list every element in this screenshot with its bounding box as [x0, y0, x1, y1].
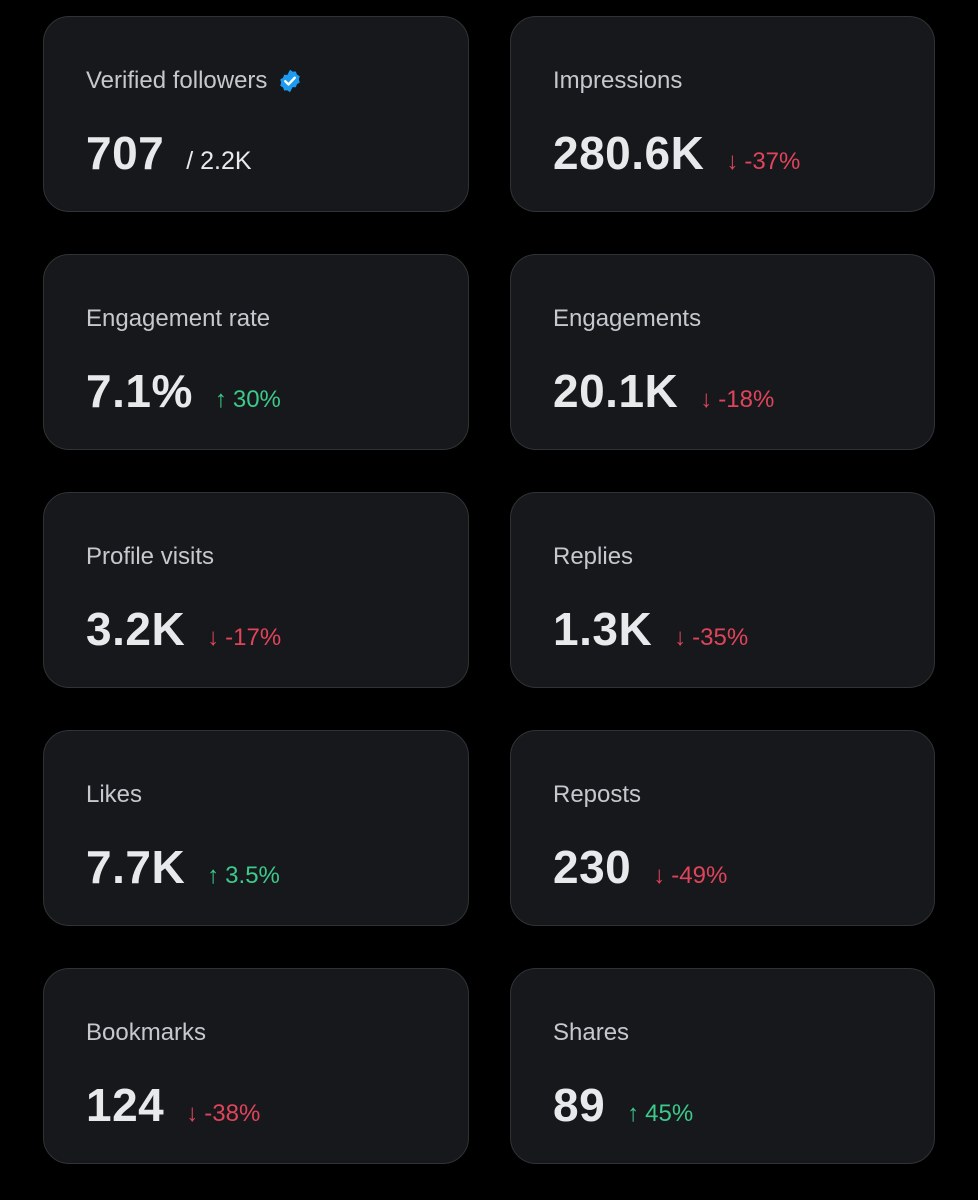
metric-title: Profile visits [86, 543, 215, 570]
metric-row: 89 ↑ 45% [553, 1079, 934, 1131]
metric-delta: ↑ 30% [215, 386, 281, 414]
arrow-up-icon: ↑ [627, 1100, 640, 1127]
metric-delta: ↑ 3.5% [207, 862, 280, 890]
metric-delta: ↓ -49% [653, 862, 727, 890]
metric-delta-text: 45% [645, 1100, 694, 1127]
metric-value: 230 [553, 841, 632, 893]
metrics-grid: Verified followers 707 / 2.2K Impression… [43, 16, 935, 1164]
metric-delta-text: -18% [718, 386, 775, 413]
arrow-down-icon: ↓ [700, 386, 713, 413]
metric-value: 3.2K [86, 603, 186, 655]
metric-card-likes[interactable]: Likes 7.7K ↑ 3.5% [43, 730, 469, 926]
metric-title: Verified followers [86, 67, 268, 94]
metric-row: 7.1% ↑ 30% [86, 365, 468, 417]
metric-card-impressions[interactable]: Impressions 280.6K ↓ -37% [510, 16, 935, 212]
metric-delta-text: 30% [232, 386, 281, 413]
metric-row: 3.2K ↓ -17% [86, 603, 468, 655]
metric-value: 20.1K [553, 365, 679, 417]
metric-card-profile-visits[interactable]: Profile visits 3.2K ↓ -17% [43, 492, 469, 688]
metric-delta: ↓ -18% [700, 386, 774, 414]
arrow-up-icon: ↑ [207, 862, 220, 889]
arrow-down-icon: ↓ [207, 624, 220, 651]
metric-title-row: Verified followers [86, 67, 468, 95]
metric-title: Replies [553, 543, 634, 570]
arrow-down-icon: ↓ [726, 148, 739, 175]
metric-row: 230 ↓ -49% [553, 841, 934, 893]
metric-delta-text: -35% [692, 624, 749, 651]
metric-delta: ↓ -38% [186, 1100, 260, 1128]
metric-row: 280.6K ↓ -37% [553, 127, 934, 179]
metric-card-replies[interactable]: Replies 1.3K ↓ -35% [510, 492, 935, 688]
metric-title: Reposts [553, 781, 642, 808]
metric-row: 707 / 2.2K [86, 127, 468, 179]
metric-value: 124 [86, 1079, 165, 1131]
metric-card-reposts[interactable]: Reposts 230 ↓ -49% [510, 730, 935, 926]
metric-card-engagement-rate[interactable]: Engagement rate 7.1% ↑ 30% [43, 254, 469, 450]
metric-delta-text: -17% [225, 624, 282, 651]
metric-value: 7.7K [86, 841, 186, 893]
metric-delta-text: -37% [744, 148, 801, 175]
arrow-up-icon: ↑ [214, 386, 227, 413]
metric-card-shares[interactable]: Shares 89 ↑ 45% [510, 968, 935, 1164]
metric-delta: ↓ -17% [207, 624, 281, 652]
metric-value: 280.6K [553, 127, 705, 179]
metric-delta: ↓ -35% [674, 624, 748, 652]
metric-total: / 2.2K [186, 147, 252, 175]
metric-title: Impressions [553, 67, 683, 94]
metric-delta: ↓ -37% [726, 148, 800, 176]
verified-badge-icon [277, 68, 303, 94]
arrow-down-icon: ↓ [674, 624, 687, 651]
metric-delta-text: 3.5% [225, 862, 280, 889]
metric-delta: ↑ 45% [627, 1100, 693, 1128]
metric-value: 1.3K [553, 603, 653, 655]
metric-row: 1.3K ↓ -35% [553, 603, 934, 655]
metric-row: 124 ↓ -38% [86, 1079, 468, 1131]
metric-value: 7.1% [86, 365, 193, 417]
metric-title: Bookmarks [86, 1019, 207, 1046]
metric-row: 7.7K ↑ 3.5% [86, 841, 468, 893]
metric-delta-text: -38% [204, 1100, 261, 1127]
metric-title: Engagement rate [86, 305, 271, 332]
metric-row: 20.1K ↓ -18% [553, 365, 934, 417]
metric-title: Engagements [553, 305, 702, 332]
metric-card-verified-followers[interactable]: Verified followers 707 / 2.2K [43, 16, 469, 212]
metric-delta-text: -49% [671, 862, 728, 889]
metric-value: 89 [553, 1079, 606, 1131]
arrow-down-icon: ↓ [186, 1100, 199, 1127]
metric-title: Likes [86, 781, 143, 808]
metric-card-bookmarks[interactable]: Bookmarks 124 ↓ -38% [43, 968, 469, 1164]
metric-value: 707 [86, 127, 165, 179]
metric-title: Shares [553, 1019, 630, 1046]
arrow-down-icon: ↓ [653, 862, 666, 889]
metric-card-engagements[interactable]: Engagements 20.1K ↓ -18% [510, 254, 935, 450]
